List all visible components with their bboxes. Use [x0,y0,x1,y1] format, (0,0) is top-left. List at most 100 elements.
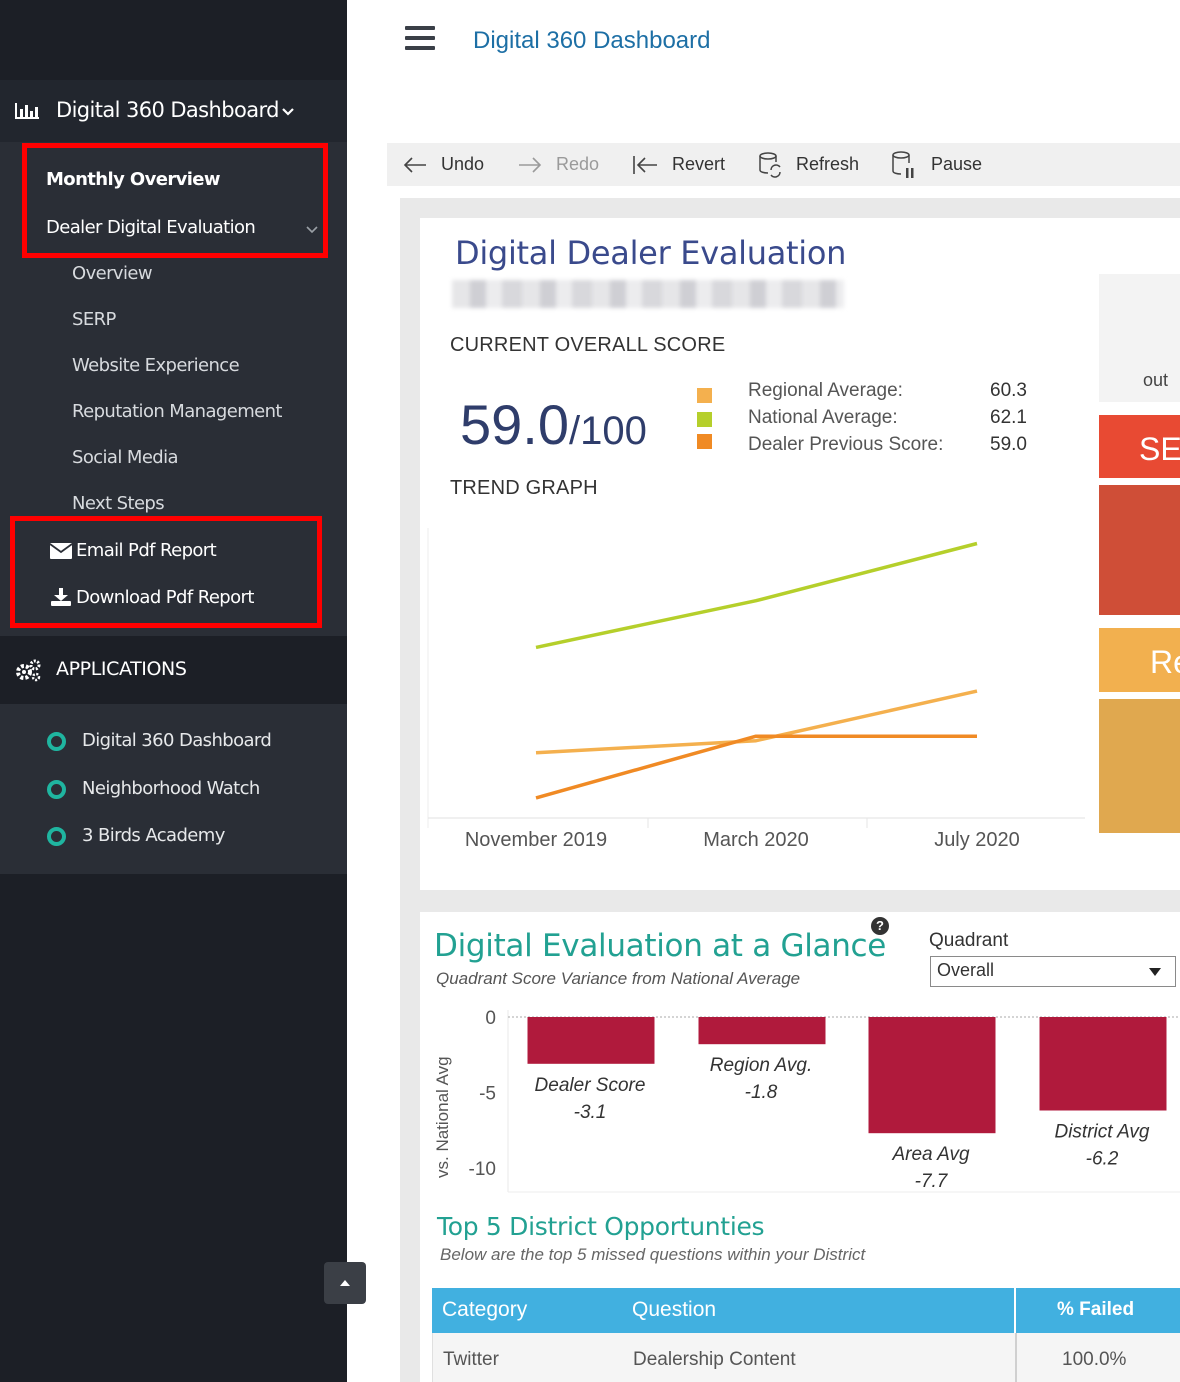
trend-x-tick-label: November 2019 [465,829,607,851]
legend-value-regional: 60.3 [990,380,1027,401]
revert-label: Revert [672,154,726,174]
sidebar-subitem-reputation-management[interactable]: Reputation Management [72,401,282,422]
sidebar: Digital 360 Dashboard Monthly Overview D… [0,0,366,1382]
legend-label-previous: Dealer Previous Score: [748,434,944,455]
opportunities-subtitle: Below are the top 5 missed questions wit… [440,1245,866,1264]
y-tick-label: -10 [469,1159,496,1180]
overall-score: 59.0/100 [460,392,647,457]
legend-label-regional: Regional Average: [748,380,903,401]
bar-category-label: District Avg [1054,1122,1149,1143]
score-summary-text: out [1143,370,1169,390]
revert-icon [633,155,657,174]
current-score-label: CURRENT OVERALL SCORE [450,334,726,356]
revert-button[interactable]: Revert [632,143,725,186]
legend-label-national: National Average: [748,407,898,428]
cell-failed: 100.0% [1062,1349,1127,1370]
download-pdf-report-link[interactable]: Download Pdf Report [76,587,254,608]
column-divider [1014,1288,1016,1333]
pause-button[interactable]: Pause [891,143,982,186]
app-link-neighborhood-watch[interactable]: Neighborhood Watch [82,778,260,799]
quadrant-tile-reputation[interactable] [1099,699,1180,833]
sidebar-subitem-next-steps[interactable]: Next Steps [72,493,165,514]
evaluation-title: Digital Dealer Evaluation [455,234,847,272]
pause-database-icon [892,150,914,178]
bar-value-label: -1.8 [745,1082,778,1103]
trend-series-line-0[interactable] [535,541,978,650]
circle-icon [47,780,66,799]
sidebar-dashboard-title: Digital 360 Dashboard [56,98,279,122]
caret-up-icon [340,1280,350,1286]
column-header-failed[interactable]: % Failed [1057,1299,1135,1320]
arrow-right-icon [519,156,542,173]
menu-toggle-button[interactable] [405,26,435,50]
quadrant-tile-serp-label: SE [1139,431,1180,467]
sidebar-dashboard-header[interactable]: Digital 360 Dashboard [0,80,347,142]
quadrant-select[interactable]: Overall [930,956,1176,987]
redacted-dealer-name [452,280,844,308]
redo-label: Redo [556,154,600,174]
legend-swatch-national [697,412,712,427]
bar-district-avg[interactable] [1039,1017,1167,1111]
sidebar-subitem-social-media[interactable]: Social Media [72,447,179,468]
undo-label: Undo [441,154,485,174]
opportunities-title: Top 5 District Opportunties [437,1212,765,1241]
trend-line-chart: November 2019 March 2020 July 2020 [427,528,1085,851]
quadrant-tile-reputation-header[interactable]: Re [1099,628,1180,692]
refresh-button[interactable]: Refresh [758,143,859,186]
quadrant-tile-serp[interactable] [1099,485,1180,615]
applications-header[interactable]: APPLICATIONS [0,636,347,704]
sidebar-subitem-website-experience[interactable]: Website Experience [72,355,240,376]
applications-heading: APPLICATIONS [56,658,187,680]
legend-swatch-regional [697,388,712,403]
y-tick-label: 0 [485,1008,496,1029]
help-icon[interactable]: ? [871,917,889,935]
redo-button[interactable]: Redo [518,143,599,186]
quadrant-tile-serp-header[interactable]: SE [1099,415,1180,478]
sidebar-top [0,0,347,80]
bar-area-avg[interactable] [868,1017,996,1134]
scroll-to-top-button[interactable] [324,1262,366,1304]
score-summary-panel: out [1099,274,1180,402]
table-row[interactable]: Twitter Dealership Content 100.0% [432,1333,1180,1382]
sidebar-subitem-overview[interactable]: Overview [72,263,153,284]
highlight-box-menu [22,143,328,258]
pause-label: Pause [931,154,983,174]
refresh-database-icon [759,151,781,178]
bar-value-label: -6.2 [1086,1149,1119,1170]
sidebar-item-monthly-overview[interactable]: Monthly Overview [46,169,221,190]
glance-subtitle: Quadrant Score Variance from National Av… [436,969,801,988]
score-max: /100 [569,409,647,453]
viz-toolbar: Undo Redo Revert Refresh Pause [387,143,1180,186]
bar-region-avg[interactable] [698,1017,826,1045]
app-link-digital-360-dashboard[interactable]: Digital 360 Dashboard [82,730,272,751]
app-link-3-birds-academy[interactable]: 3 Birds Academy [82,825,225,846]
bar-value-label: -7.7 [915,1171,949,1192]
legend-value-national: 62.1 [990,407,1027,428]
bar-value-label: -3.1 [574,1102,607,1123]
cell-category: Twitter [443,1349,499,1370]
variance-bar-chart: vs. National Avg 0 -5 -10 Dealer Score -3.1… [433,1008,1180,1193]
sidebar-item-dealer-digital-evaluation[interactable]: Dealer Digital Evaluation [46,217,256,238]
bar-dealer-score[interactable] [527,1017,655,1064]
trend-series-line-1[interactable] [535,689,978,755]
trend-x-tick-label: March 2020 [703,829,809,851]
column-divider [1015,1333,1017,1382]
bar-chart-icon [15,103,39,119]
page-title: Digital 360 Dashboard [473,27,711,54]
refresh-label: Refresh [796,154,860,174]
envelope-icon [50,543,72,559]
column-header-question[interactable]: Question [632,1298,717,1321]
trend-series-line-2[interactable] [535,734,977,800]
undo-button[interactable]: Undo [403,143,484,186]
sidebar-subitem-serp[interactable]: SERP [72,309,116,330]
legend-value-previous: 59.0 [990,434,1027,455]
highlight-box-pdf [10,516,322,628]
column-header-category[interactable]: Category [442,1298,528,1321]
bar-category-label: Dealer Score [535,1075,646,1096]
dropdown-arrow-icon [1149,968,1161,976]
download-icon [51,588,71,606]
chevron-down-icon [282,108,294,116]
bar-category-label: Region Avg. [710,1055,812,1076]
email-pdf-report-link[interactable]: Email Pdf Report [76,540,217,561]
